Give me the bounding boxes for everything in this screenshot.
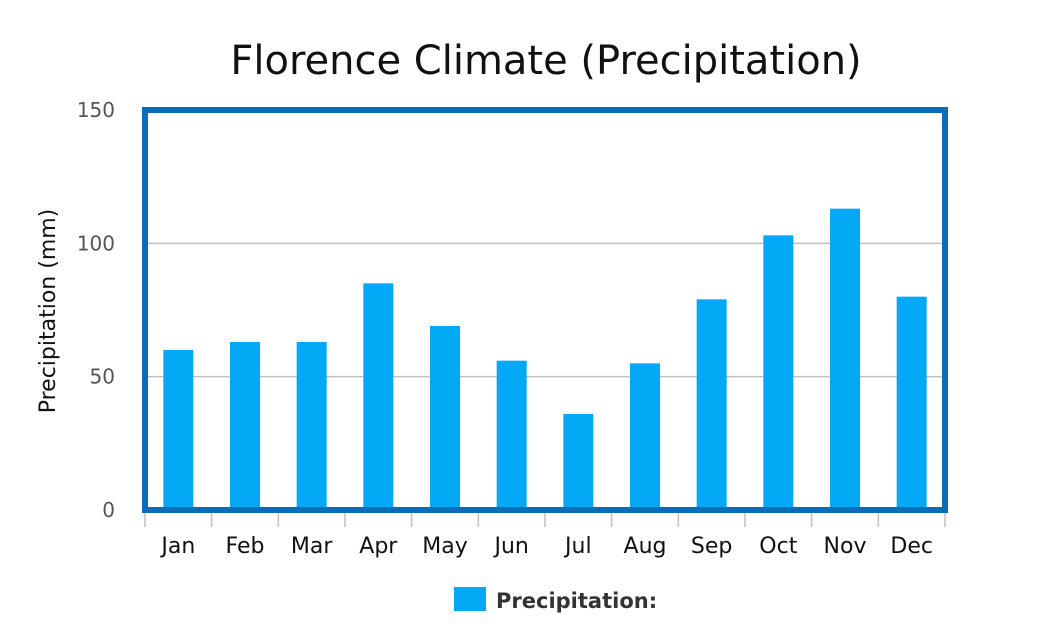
x-tick-label: Nov: [824, 534, 867, 559]
x-tick-label: Dec: [890, 534, 933, 559]
bar-nov[interactable]: [830, 208, 860, 510]
plot-border: [142, 107, 948, 513]
y-tick-label: 100: [77, 231, 115, 255]
legend[interactable]: Precipitation:: [454, 587, 657, 613]
plot-frame: [142, 107, 948, 513]
x-tick-label: Sep: [691, 534, 732, 559]
bar-sep[interactable]: [696, 299, 727, 510]
x-tick-label: Oct: [759, 534, 797, 559]
x-tick-label: Jul: [563, 534, 592, 559]
bar-jan[interactable]: [163, 350, 194, 510]
x-tick-label: Aug: [624, 534, 667, 559]
grid-lines: [145, 242, 945, 378]
x-tick-label: Jun: [492, 534, 528, 559]
bar-dec[interactable]: [896, 296, 927, 510]
bar-aug[interactable]: [630, 363, 660, 510]
x-axis: Jan Feb Mar Apr May Jun Jul Aug Sep Oct Nov Dec: [144, 513, 946, 559]
bar-mar[interactable]: [296, 342, 327, 510]
y-tick-label: 50: [90, 365, 115, 389]
x-tick-label: Apr: [359, 534, 398, 559]
bar-jun[interactable]: [496, 360, 527, 510]
x-tick-label: May: [422, 534, 467, 559]
legend-label: Precipitation:: [496, 589, 657, 613]
bar-jul[interactable]: [563, 414, 594, 510]
y-axis-ticks: 0 50 100 150: [77, 98, 115, 522]
bars: [163, 208, 927, 511]
bar-feb[interactable]: [230, 342, 260, 510]
bar-apr[interactable]: [363, 283, 394, 510]
y-tick-label: 150: [77, 98, 115, 122]
bar-may[interactable]: [430, 326, 460, 510]
x-tick-label: Mar: [291, 534, 333, 559]
x-tick-label: Feb: [226, 534, 265, 559]
legend-swatch: [454, 587, 486, 611]
y-axis-label: Precipitation (mm): [36, 209, 61, 414]
y-tick-label: 0: [102, 498, 115, 522]
chart-title: Florence Climate (Precipitation): [230, 38, 861, 84]
bar-oct[interactable]: [763, 235, 794, 511]
x-tick-label: Jan: [159, 534, 195, 559]
